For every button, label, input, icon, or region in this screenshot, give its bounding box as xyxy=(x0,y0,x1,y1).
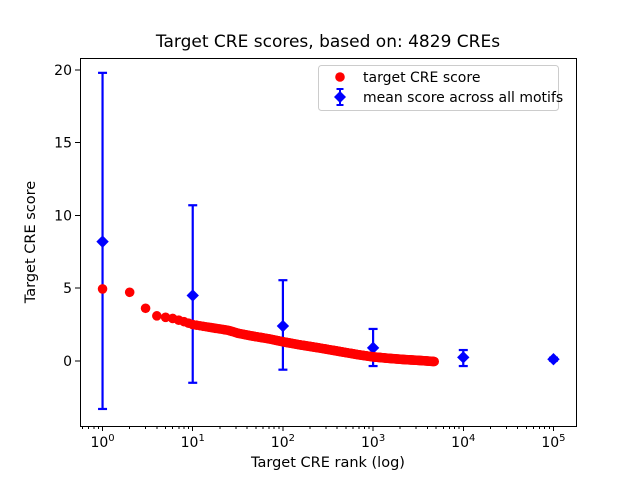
y-tick-label: 10 xyxy=(54,208,72,224)
x-tick-label: 102 xyxy=(271,433,295,451)
y-tick-label: 0 xyxy=(63,354,72,370)
x-tick-label: 105 xyxy=(541,433,565,451)
legend-diamond-marker xyxy=(334,91,346,103)
target-score-point xyxy=(429,356,440,367)
legend-entry-label: mean score across all motifs xyxy=(363,90,563,106)
target-score-point xyxy=(152,311,162,321)
series-target-cre-score xyxy=(97,284,440,367)
x-tick-label: 103 xyxy=(361,433,385,451)
legend-entry-label: target CRE score xyxy=(363,70,480,86)
mean-diamond-marker xyxy=(276,319,290,333)
legend-circle-marker xyxy=(335,72,345,82)
chart-title: Target CRE scores, based on: 4829 CREs xyxy=(155,32,500,52)
mean-diamond-marker xyxy=(457,351,470,364)
x-tick-label: 104 xyxy=(451,433,475,451)
mean-diamond-marker xyxy=(186,289,199,302)
y-axis-label: Target CRE score xyxy=(23,181,39,304)
mean-diamond-marker xyxy=(96,235,109,248)
x-tick-label: 100 xyxy=(90,433,114,451)
mean-diamond-marker xyxy=(366,341,380,355)
series-mean-score xyxy=(96,71,560,411)
target-score-point xyxy=(140,303,151,314)
y-tick-label: 15 xyxy=(54,136,72,152)
x-axis-label: Target CRE rank (log) xyxy=(250,455,405,471)
target-score-point xyxy=(160,312,171,323)
y-tick-label: 5 xyxy=(63,281,72,297)
target-score-point xyxy=(124,287,135,298)
mean-diamond-marker xyxy=(547,353,560,366)
y-tick-label: 20 xyxy=(54,63,72,79)
legend-box xyxy=(318,65,559,111)
target-score-point xyxy=(97,284,108,294)
legend: target CRE score mean score across all mo… xyxy=(318,65,563,111)
plot-area-frame xyxy=(80,58,577,427)
x-tick-label: 101 xyxy=(181,433,205,451)
